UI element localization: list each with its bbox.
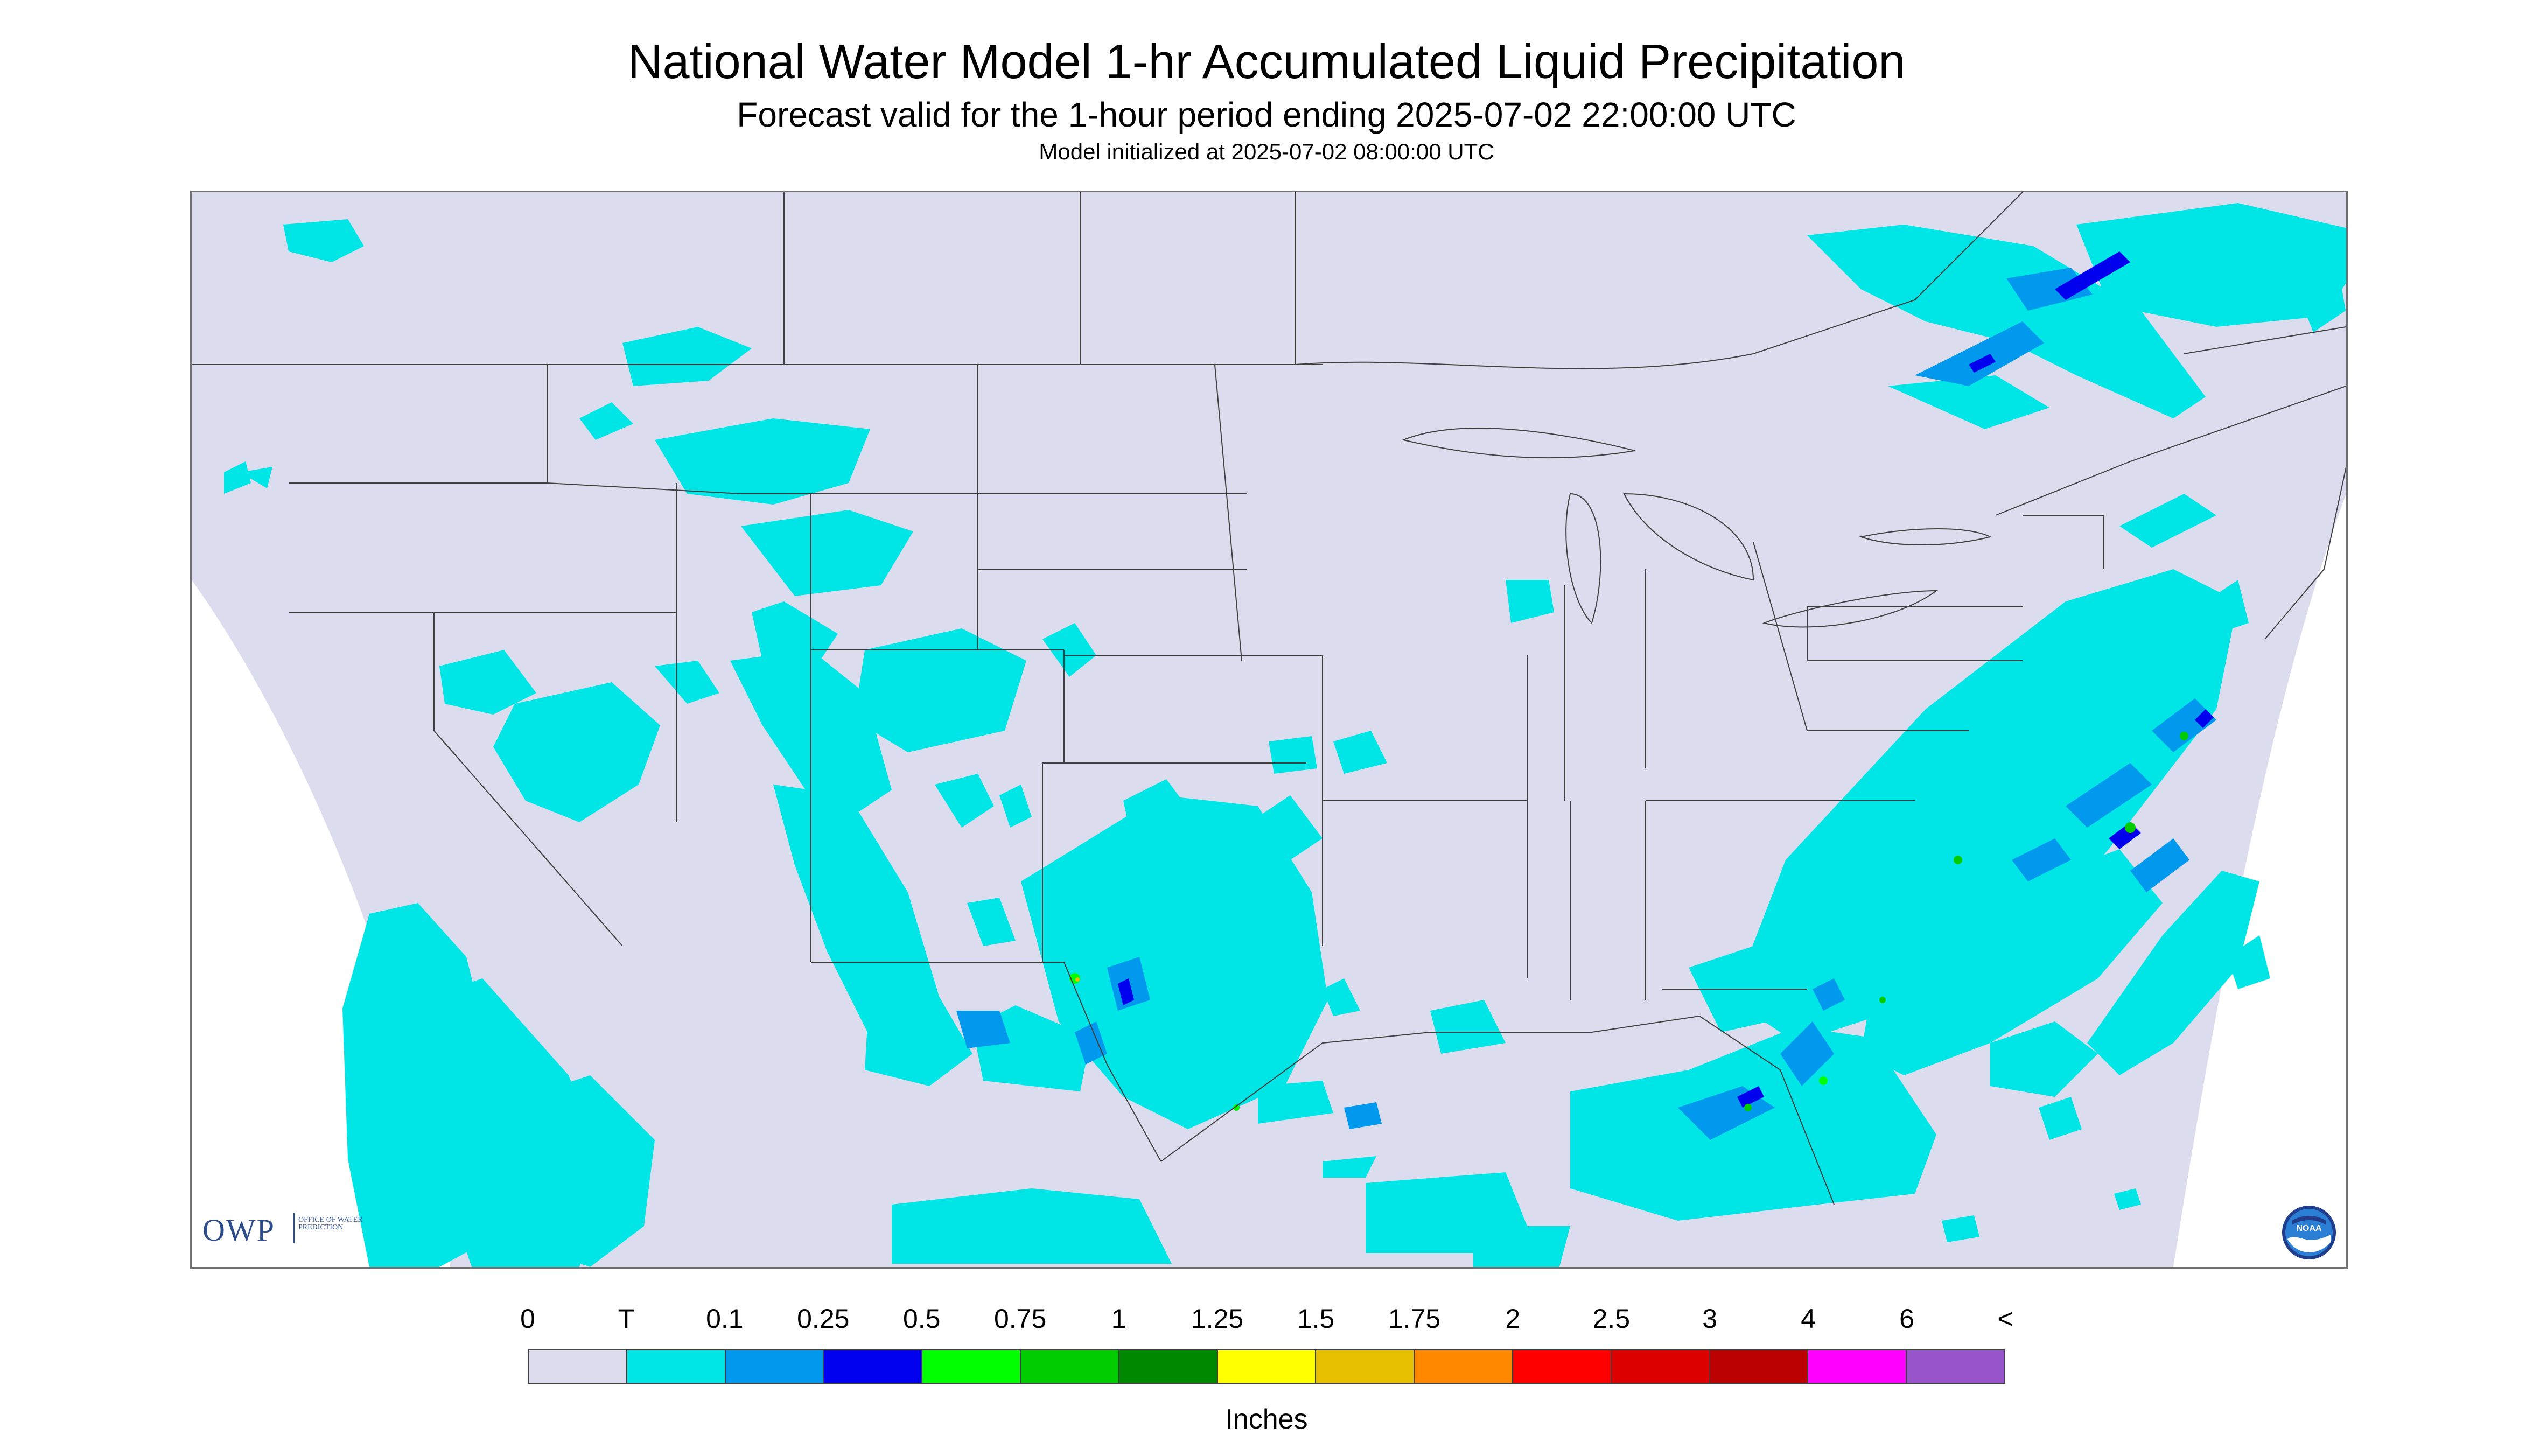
legend-swatch [824, 1350, 923, 1383]
legend-tick: 0 [520, 1304, 535, 1334]
legend-swatch [529, 1350, 627, 1383]
legend-tick: T [618, 1304, 635, 1334]
legend-tick: < [1997, 1304, 2013, 1334]
legend-color-bar [528, 1349, 2005, 1384]
color-legend: 0 T 0.1 0.25 0.5 0.75 1 1.25 1.5 1.75 2 2.5 3 4 6 < Inc… [520, 1303, 2013, 1435]
legend-tick: 0.1 [706, 1304, 744, 1334]
noaa-logo-text: NOAA [2296, 1224, 2322, 1233]
legend-unit-label: Inches [1225, 1404, 1308, 1435]
legend-swatch [922, 1350, 1021, 1383]
legend-swatch [1316, 1350, 1415, 1383]
legend-swatch [725, 1350, 824, 1383]
legend-tick: 1.5 [1297, 1304, 1335, 1334]
legend-swatch [1611, 1350, 1710, 1383]
legend-swatch [1415, 1350, 1513, 1383]
legend-swatch [1808, 1350, 1907, 1383]
legend-tick: 0.25 [797, 1304, 850, 1334]
legend-tick: 2 [1505, 1304, 1521, 1334]
map-canvas[interactable] [192, 192, 2346, 1267]
legend-swatch [1020, 1350, 1119, 1383]
great-lakes [1401, 428, 1992, 628]
noaa-emblem-icon [2282, 1206, 2336, 1259]
precip-trace-areas [224, 203, 2346, 1267]
legend-swatch [627, 1350, 726, 1383]
owp-logo-subtitle: OFFICE OF WATER PREDICTION [298, 1216, 363, 1231]
legend-tick: 3 [1702, 1304, 1718, 1334]
legend-tick: 2.5 [1592, 1304, 1631, 1334]
owp-logo: OWP OFFICE OF WATER PREDICTION [202, 1210, 375, 1248]
legend-tick: 1 [1111, 1304, 1126, 1334]
legend-tick: 1.25 [1191, 1304, 1244, 1334]
map-subtitle: Forecast valid for the 1-hour period end… [737, 95, 1796, 134]
legend-swatch [1513, 1350, 1612, 1383]
legend-tick: 4 [1801, 1304, 1816, 1334]
map-title: National Water Model 1-hr Accumulated Li… [627, 35, 1906, 89]
legend-swatch [1217, 1350, 1317, 1383]
legend-tick: 0.75 [993, 1304, 1047, 1334]
legend-swatch [1119, 1350, 1218, 1383]
legend-swatch [1907, 1350, 2004, 1383]
precip-heavy-areas [1069, 251, 2214, 1111]
model-init-line: Model initialized at 2025-07-02 08:00:00… [1039, 139, 1494, 164]
precipitation-map[interactable]: OWP OFFICE OF WATER PREDICTION NOAA [190, 191, 2348, 1269]
legend-swatch [1710, 1350, 1809, 1383]
noaa-logo: NOAA [2281, 1205, 2337, 1261]
legend-tick-labels: 0 T 0.1 0.25 0.5 0.75 1 1.25 1.5 1.75 2 2.5 3 4 6 < [520, 1303, 2013, 1335]
owp-logo-text: OWP [202, 1213, 275, 1248]
political-boundaries [192, 192, 2346, 1205]
legend-tick: 1.75 [1388, 1304, 1441, 1334]
owp-logo-divider [293, 1213, 295, 1243]
legend-tick: 6 [1899, 1304, 1914, 1334]
legend-tick: 0.5 [902, 1304, 941, 1334]
